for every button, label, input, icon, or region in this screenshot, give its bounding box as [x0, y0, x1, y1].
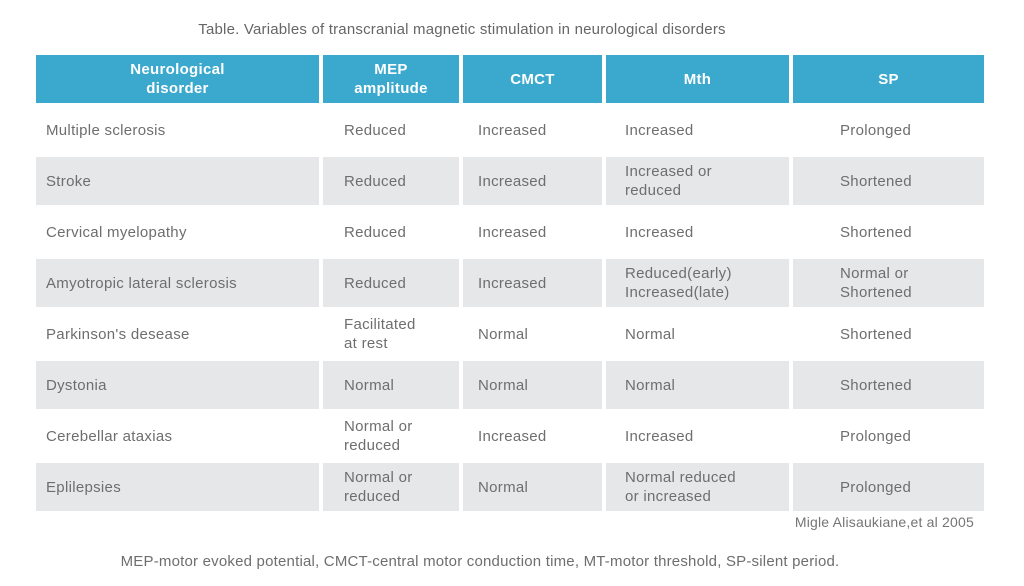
table-cell: Increased — [625, 121, 694, 139]
table-cell: Normal or Shortened — [793, 259, 984, 307]
table-cell: Normal — [463, 463, 602, 511]
table-cell: Increased — [463, 259, 602, 307]
table-cell: Shortened — [840, 223, 912, 241]
table-cell: Multiple sclerosis — [46, 121, 166, 139]
table-cell: Prolonged — [793, 463, 984, 511]
column-header-neurological-disorder: Neurological disorder — [36, 55, 319, 103]
table-cell: Increased — [478, 223, 547, 241]
table-cell: Cervical myelopathy — [46, 223, 187, 241]
table-cell: Stroke — [36, 157, 319, 205]
column-header-mth: Mth — [606, 55, 789, 103]
table-cell: Cerebellar ataxias — [46, 427, 173, 445]
table-cell: Increased — [625, 427, 694, 445]
table-cell: Normal — [463, 361, 602, 409]
table-title: Table. Variables of transcranial magneti… — [198, 21, 726, 38]
column-header-mep-amplitude: MEP amplitude — [323, 55, 459, 103]
table-cell: Reduced — [323, 157, 459, 205]
column-header-cmct: CMCT — [463, 55, 602, 103]
table-cell: Prolonged — [840, 427, 912, 445]
table-cell: Increased or reduced — [606, 157, 789, 205]
table-cell: Facilitated at rest — [344, 316, 416, 352]
table-cell: Increased — [463, 157, 602, 205]
table-cell: Prolonged — [840, 121, 912, 139]
table-cell: Normal — [606, 361, 789, 409]
column-header-sp: SP — [793, 55, 984, 103]
table-cell: Normal or reduced — [344, 418, 413, 454]
table-cell: Increased — [478, 121, 547, 139]
table-cell: Shortened — [840, 325, 912, 343]
table-cell: Normal — [625, 325, 676, 343]
table-cell: Normal reduced or increased — [606, 463, 789, 511]
abbreviations-footnote: MEP-motor evoked potential, CMCT-central… — [120, 553, 840, 570]
table-cell: Reduced — [323, 259, 459, 307]
table-cell: Increased — [478, 427, 547, 445]
table-cell: Shortened — [793, 157, 984, 205]
table-cell: Reduced — [344, 223, 407, 241]
table-cell: Eplilepsies — [36, 463, 319, 511]
tms-variables-table: Neurological disorder MEP amplitude CMCT… — [36, 55, 984, 511]
table-cell: Reduced — [344, 121, 407, 139]
table-cell: Normal or reduced — [323, 463, 459, 511]
table-cell: Reduced(early) Increased(late) — [606, 259, 789, 307]
table-cell: Amyotropic lateral sclerosis — [36, 259, 319, 307]
table-cell: Parkinson's desease — [46, 325, 190, 343]
citation: Migle Alisaukiane,et al 2005 — [794, 514, 974, 530]
table-cell: Shortened — [793, 361, 984, 409]
table-cell: Increased — [625, 223, 694, 241]
table-cell: Normal — [478, 325, 529, 343]
table-cell: Normal — [323, 361, 459, 409]
table-cell: Dystonia — [36, 361, 319, 409]
